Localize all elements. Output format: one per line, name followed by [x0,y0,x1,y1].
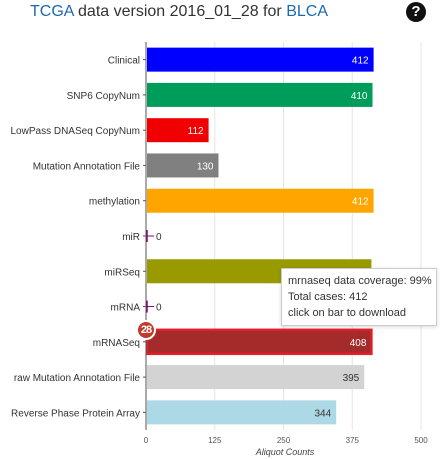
category-label: SNP6 CopyNum [67,91,140,102]
chart-category-labels: Clinical SNP6 CopyNum LowPass DNASeq CopyN… [11,56,141,420]
tooltip-total-cases: Total cases: 412 [288,291,368,303]
bar-value-label: 395 [343,373,360,384]
x-tick-label: 500 [414,436,428,445]
category-label: Reverse Phase Protein Array [11,408,140,419]
bar[interactable] [147,47,374,72]
title-text: data version 2016_01_28 for [78,3,282,20]
bar[interactable] [147,82,373,107]
x-tick-label: 250 [277,436,291,445]
chart-x-axis: 0 125 250 375 500 [143,42,428,445]
title-bar: TCGA data version 2016_01_28 for BLCA ? [0,0,442,30]
bar-value-label: 410 [351,91,368,102]
chart-bars: 41241011213041204080408395344 [145,47,374,425]
category-label: methylation [89,197,140,208]
disease-link[interactable]: BLCA [286,3,328,20]
bar-tooltip: mrnaseq data coverage: 99% Total cases: … [281,268,437,326]
bar-value-label: 412 [352,197,369,208]
tooltip-coverage: mrnaseq data coverage: 99% [288,275,432,287]
category-label: Mutation Annotation File [33,161,141,172]
bar[interactable] [147,118,209,143]
category-label: LowPass DNASeq CopyNum [11,126,141,137]
category-label: mRNA [111,303,141,314]
bar-value-label: 408 [350,338,367,349]
x-tick-label: 125 [208,436,222,445]
notification-badge: 28 [136,320,156,340]
bar[interactable] [147,188,374,213]
bar-value-label: 412 [352,56,369,67]
x-tick-label: 0 [144,436,149,445]
category-label: raw Mutation Annotation File [14,373,141,384]
category-label: miR [122,232,140,243]
bar[interactable] [147,153,219,178]
category-label: Clinical [108,56,140,67]
category-label: miRSeq [104,267,140,278]
category-label: mRNASeq [93,338,140,349]
bar[interactable] [147,400,337,425]
page-title: TCGA data version 2016_01_28 for BLCA [30,3,328,21]
x-tick-label: 375 [346,436,360,445]
question-circle-icon[interactable]: ? [406,2,426,22]
bar-value-label: 0 [156,232,162,243]
bar[interactable] [145,328,373,356]
tcga-link[interactable]: TCGA [30,3,74,20]
bar-value-label: 112 [188,126,204,137]
bar-value-label: 130 [197,161,214,172]
bar-value-label: 0 [156,303,162,314]
bar-value-label: 344 [315,408,332,419]
tooltip-download-hint: click on bar to download [288,307,407,319]
x-axis-label: Aliquot Counts [255,447,315,457]
bar[interactable] [147,365,365,390]
